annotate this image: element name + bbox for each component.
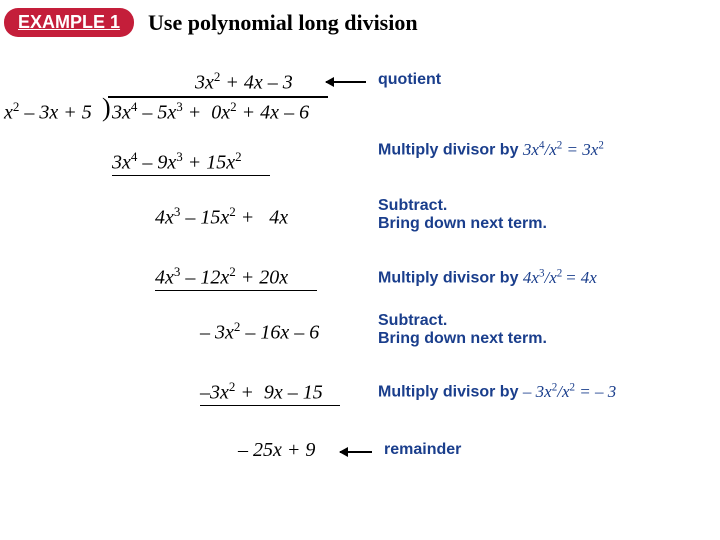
label-quotient: quotient: [378, 71, 441, 89]
ann-multiply3-text: Multiply divisor by: [378, 384, 523, 401]
ann-subtract1-a: Subtract.: [378, 197, 447, 214]
step2-underline: [155, 290, 317, 291]
arrow-remainder: [340, 451, 372, 453]
page-title: Use polynomial long division: [148, 10, 418, 36]
step1-subtract: 3x4 – 9x3 + 15x2: [112, 149, 242, 175]
ann-subtract2-b: Bring down next term.: [378, 330, 547, 347]
division-bar: [108, 96, 328, 98]
step1-underline: [112, 175, 270, 176]
header: EXAMPLE 1 Use polynomial long division: [0, 0, 720, 49]
division-paren: ): [102, 93, 111, 123]
example-badge: EXAMPLE 1: [4, 8, 134, 37]
ann-subtract2-a: Subtract.: [378, 312, 447, 329]
dividend-expr: 3x4 – 5x3 + 0x2 + 4x – 6: [112, 99, 309, 125]
step3-subtract: –3x2 + 9x – 15: [200, 379, 323, 405]
arrow-quotient: [326, 81, 366, 83]
quotient-expr: 3x2 + 4x – 3: [195, 69, 293, 95]
remainder-expr: – 25x + 9: [238, 439, 315, 462]
step3-underline: [200, 405, 340, 406]
step2-diff: 4x3 – 15x2 + 4x: [155, 204, 288, 230]
label-remainder: remainder: [384, 441, 461, 459]
ann-multiply2-text: Multiply divisor by: [378, 270, 523, 287]
ann-subtract2: Subtract.Bring down next term.: [378, 312, 547, 348]
step2-subtract: 4x3 – 12x2 + 20x: [155, 264, 288, 290]
step3-diff: – 3x2 – 16x – 6: [200, 319, 319, 345]
ann-multiply1-text: Multiply divisor by: [378, 142, 523, 159]
ann-multiply3: Multiply divisor by – 3x2/x2 = – 3: [378, 381, 616, 402]
ann-subtract1: Subtract.Bring down next term.: [378, 197, 547, 233]
ann-multiply2: Multiply divisor by 4x3/x2 = 4x: [378, 267, 597, 288]
ann-subtract1-b: Bring down next term.: [378, 215, 547, 232]
divisor-expr: x2 – 3x + 5: [4, 99, 92, 125]
ann-multiply1: Multiply divisor by 3x4/x2 = 3x2: [378, 139, 604, 160]
